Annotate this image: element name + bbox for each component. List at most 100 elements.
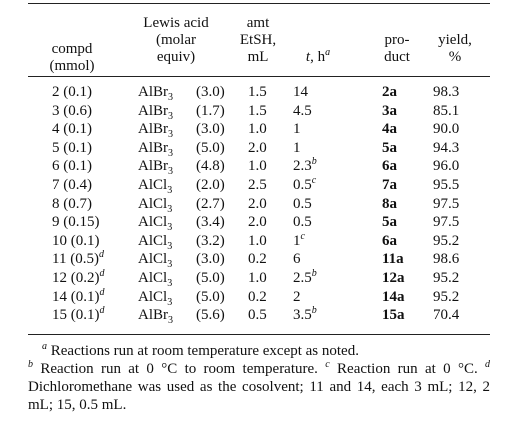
- time: 3.5: [293, 307, 312, 324]
- etsh: 0.2: [248, 288, 267, 305]
- compound: 6 (0.1): [52, 158, 92, 175]
- cell: 1c: [293, 231, 305, 250]
- cell: 2.3b: [293, 156, 317, 175]
- cell: 6: [293, 251, 301, 268]
- lewis-acid: AlCl: [138, 270, 168, 286]
- lewis-acid: AlBr: [138, 307, 168, 324]
- header-text: (mmol): [49, 58, 95, 74]
- time: 14: [293, 84, 308, 100]
- equiv: (1.7): [196, 102, 225, 119]
- equiv: (5.0): [196, 288, 225, 305]
- time: 1: [293, 232, 301, 249]
- subscript: 3: [168, 110, 173, 122]
- cell: 9 (0.15): [52, 214, 100, 231]
- cell: AlBr3: [138, 140, 173, 159]
- footnote: b Reaction run at 0 °C to room temperatu…: [28, 360, 490, 414]
- etsh: 1.0: [248, 232, 267, 249]
- etsh: 1.0: [248, 270, 267, 286]
- etsh: 1.0: [248, 121, 267, 138]
- top-rule: [28, 3, 490, 4]
- yield: 95.2: [433, 232, 460, 249]
- lewis-acid: AlCl: [138, 214, 168, 231]
- footnote-text: Reactions run at room temperature except…: [50, 343, 359, 359]
- product: 14a: [382, 288, 405, 305]
- cell: 0.5: [293, 214, 312, 231]
- yield: 98.3: [433, 84, 460, 100]
- time: 2.5: [293, 270, 312, 286]
- lewis-acid: AlBr: [138, 84, 168, 100]
- cell: AlCl3: [138, 196, 173, 215]
- subscript: 3: [167, 278, 173, 289]
- header-text: Lewis acid: [143, 15, 209, 31]
- equiv: (2.7): [196, 195, 225, 212]
- etsh: 2.0: [248, 139, 267, 156]
- subscript: 3: [167, 203, 173, 215]
- product: 5a: [382, 139, 397, 156]
- cell: 12 (0.2)d: [52, 269, 105, 287]
- cell: AlBr3: [138, 103, 173, 122]
- compound: 2 (0.1): [52, 84, 92, 100]
- compound: 7 (0.4): [52, 177, 92, 193]
- header-rule: [28, 76, 490, 77]
- footnote-mark: a: [42, 341, 47, 352]
- header-time: t, ha: [305, 48, 330, 66]
- time: 0.5: [293, 195, 312, 212]
- yield: 94.3: [433, 139, 460, 156]
- header-text: %: [448, 49, 462, 65]
- footnote-mark: b: [311, 156, 317, 168]
- header-text: t: [305, 49, 311, 65]
- time: 0.5: [293, 214, 312, 231]
- lewis-acid: AlBr: [138, 121, 168, 138]
- header-text: EtSH,: [239, 32, 277, 48]
- subscript: 3: [168, 92, 173, 103]
- cell: AlBr3: [138, 158, 173, 178]
- lewis-acid: AlCl: [138, 232, 168, 249]
- etsh: 0.5: [248, 307, 267, 324]
- footnote-mark: b: [311, 305, 317, 317]
- footnote: a Reactions run at room temperature exce…: [28, 342, 490, 360]
- subscript: 3: [168, 166, 173, 178]
- bottom-rule: [28, 334, 490, 335]
- cell: 6 (0.1): [52, 158, 92, 175]
- cell: 10 (0.1): [52, 233, 100, 250]
- time: 4.5: [293, 102, 312, 119]
- lewis-acid: AlCl: [138, 288, 168, 305]
- product: 7a: [382, 177, 397, 193]
- etsh: 1.0: [248, 158, 267, 175]
- product: 3a: [382, 102, 397, 119]
- product: 4a: [382, 121, 397, 138]
- header-text: duct: [384, 49, 410, 65]
- product: 2a: [382, 84, 397, 100]
- etsh: 1.5: [248, 84, 267, 100]
- cell: AlCl3: [138, 270, 173, 289]
- cell: 3.5b: [293, 305, 317, 324]
- lewis-acid: AlCl: [138, 177, 168, 193]
- cell: 2.5b: [293, 269, 317, 287]
- cell: 3 (0.6): [52, 103, 92, 120]
- equiv: (3.0): [196, 251, 225, 268]
- cell: 8 (0.7): [52, 196, 92, 213]
- cell: AlCl3: [138, 214, 172, 233]
- cell: 15 (0.1)d: [52, 306, 105, 324]
- compound: 10 (0.1): [52, 232, 100, 249]
- footnote-text: Reaction run at 0 °C.: [337, 361, 478, 377]
- product: 5a: [382, 214, 397, 231]
- equiv: (3.2): [196, 232, 225, 249]
- compound: 11 (0.5): [52, 251, 99, 268]
- product: 12a: [382, 270, 405, 286]
- footnote-text: Reaction run at 0 °C to room temperature…: [40, 361, 318, 377]
- cell: 5 (0.1): [52, 140, 92, 157]
- cell: 2 (0.1): [52, 84, 92, 101]
- product: 15a: [382, 307, 405, 324]
- equiv: (3.4): [196, 214, 225, 231]
- cell: AlBr3: [138, 307, 173, 326]
- cell: AlCl3: [138, 232, 172, 252]
- lewis-acid: AlBr: [138, 158, 168, 175]
- footnote-mark: d: [485, 359, 491, 370]
- yield: 95.5: [433, 177, 460, 193]
- subscript: 3: [167, 259, 173, 271]
- compound: 3 (0.6): [52, 102, 92, 119]
- header-text: equiv): [156, 49, 196, 65]
- header-text: , h: [310, 49, 326, 65]
